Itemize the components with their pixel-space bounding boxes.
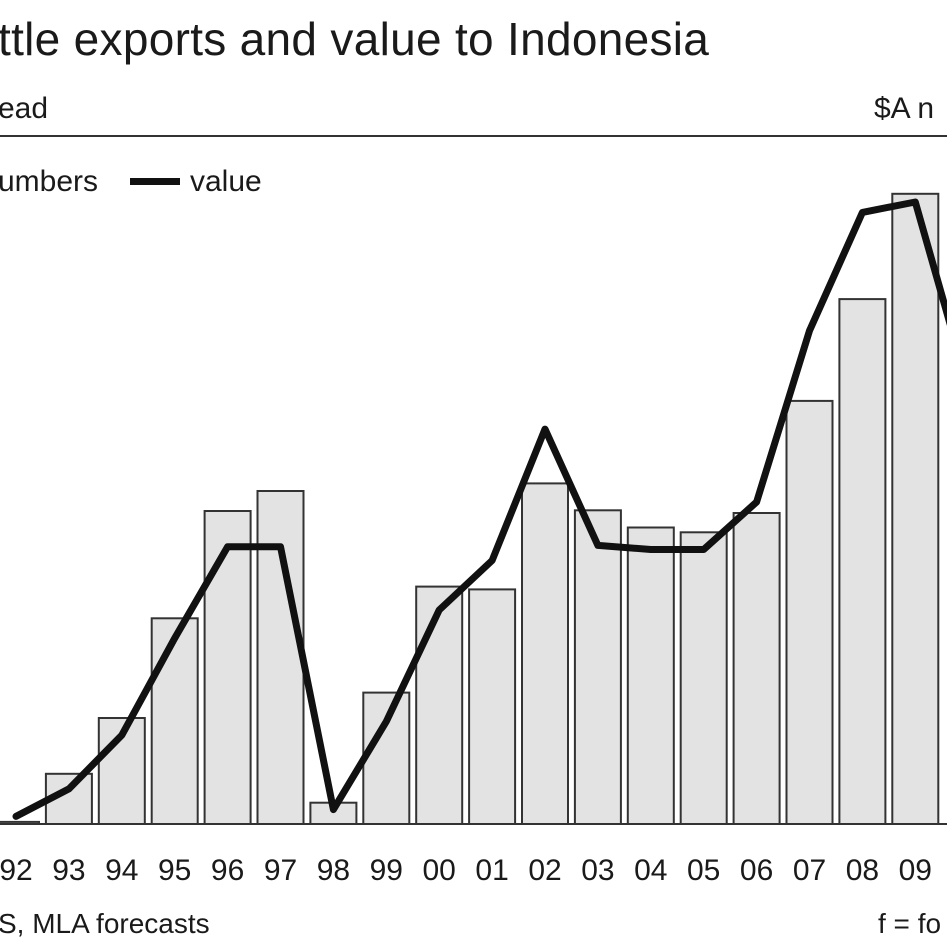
- x-tick-label-92: 92: [0, 854, 33, 887]
- bar-08: [838, 298, 887, 826]
- bar-95: [150, 617, 199, 825]
- x-tick-label-07: 07: [793, 854, 826, 887]
- x-tick-label-08: 08: [846, 854, 879, 887]
- x-tick-label-94: 94: [105, 854, 138, 887]
- x-tick-label-97: 97: [264, 854, 297, 887]
- x-tick-label-95: 95: [158, 854, 191, 887]
- legend-numbers-label: umbers: [0, 165, 99, 198]
- x-tick-label-96: 96: [211, 854, 244, 887]
- x-tick-label-98: 98: [317, 854, 350, 887]
- bar-07: [785, 399, 834, 825]
- bar-05: [679, 531, 728, 825]
- x-tick-label-01: 01: [475, 854, 508, 887]
- legend-value-label: value: [190, 165, 262, 198]
- x-tick-label-09: 09: [899, 854, 932, 887]
- bar-01: [468, 588, 517, 826]
- x-tick-label-03: 03: [581, 854, 614, 887]
- x-tick-label-04: 04: [634, 854, 667, 887]
- x-tick-label-05: 05: [687, 854, 720, 887]
- left-axis-unit: ead: [0, 92, 49, 125]
- bar-96: [203, 510, 252, 825]
- x-tick-label-06: 06: [740, 854, 773, 887]
- legend-line-swatch: [130, 178, 180, 185]
- bar-04: [626, 526, 675, 825]
- source-note: S, MLA forecasts: [0, 908, 210, 939]
- bar-09: [891, 192, 940, 826]
- bar-03: [573, 509, 622, 825]
- x-tick-label-99: 99: [370, 854, 403, 887]
- bar-92: [0, 820, 40, 826]
- bars-layer: [0, 192, 940, 826]
- bar-97: [256, 490, 305, 825]
- x-tick-label-93: 93: [52, 854, 85, 887]
- x-tick-label-02: 02: [528, 854, 561, 887]
- x-tick-label-00: 00: [423, 854, 456, 887]
- forecast-note: f = fo: [878, 908, 942, 939]
- bar-00: [415, 585, 464, 825]
- bar-02: [521, 482, 569, 825]
- chart-title: ttle exports and value to Indonesia: [0, 13, 710, 65]
- bar-06: [732, 512, 781, 825]
- tick-labels-layer: 92 93 94 95 96 97 98 99 00 01 02 03 04 05 06 07 08 09: [0, 854, 932, 887]
- line-layer: [12, 198, 947, 820]
- bar-99: [362, 691, 411, 825]
- right-axis-unit: $A n: [874, 92, 935, 125]
- value-series-line: [12, 198, 947, 820]
